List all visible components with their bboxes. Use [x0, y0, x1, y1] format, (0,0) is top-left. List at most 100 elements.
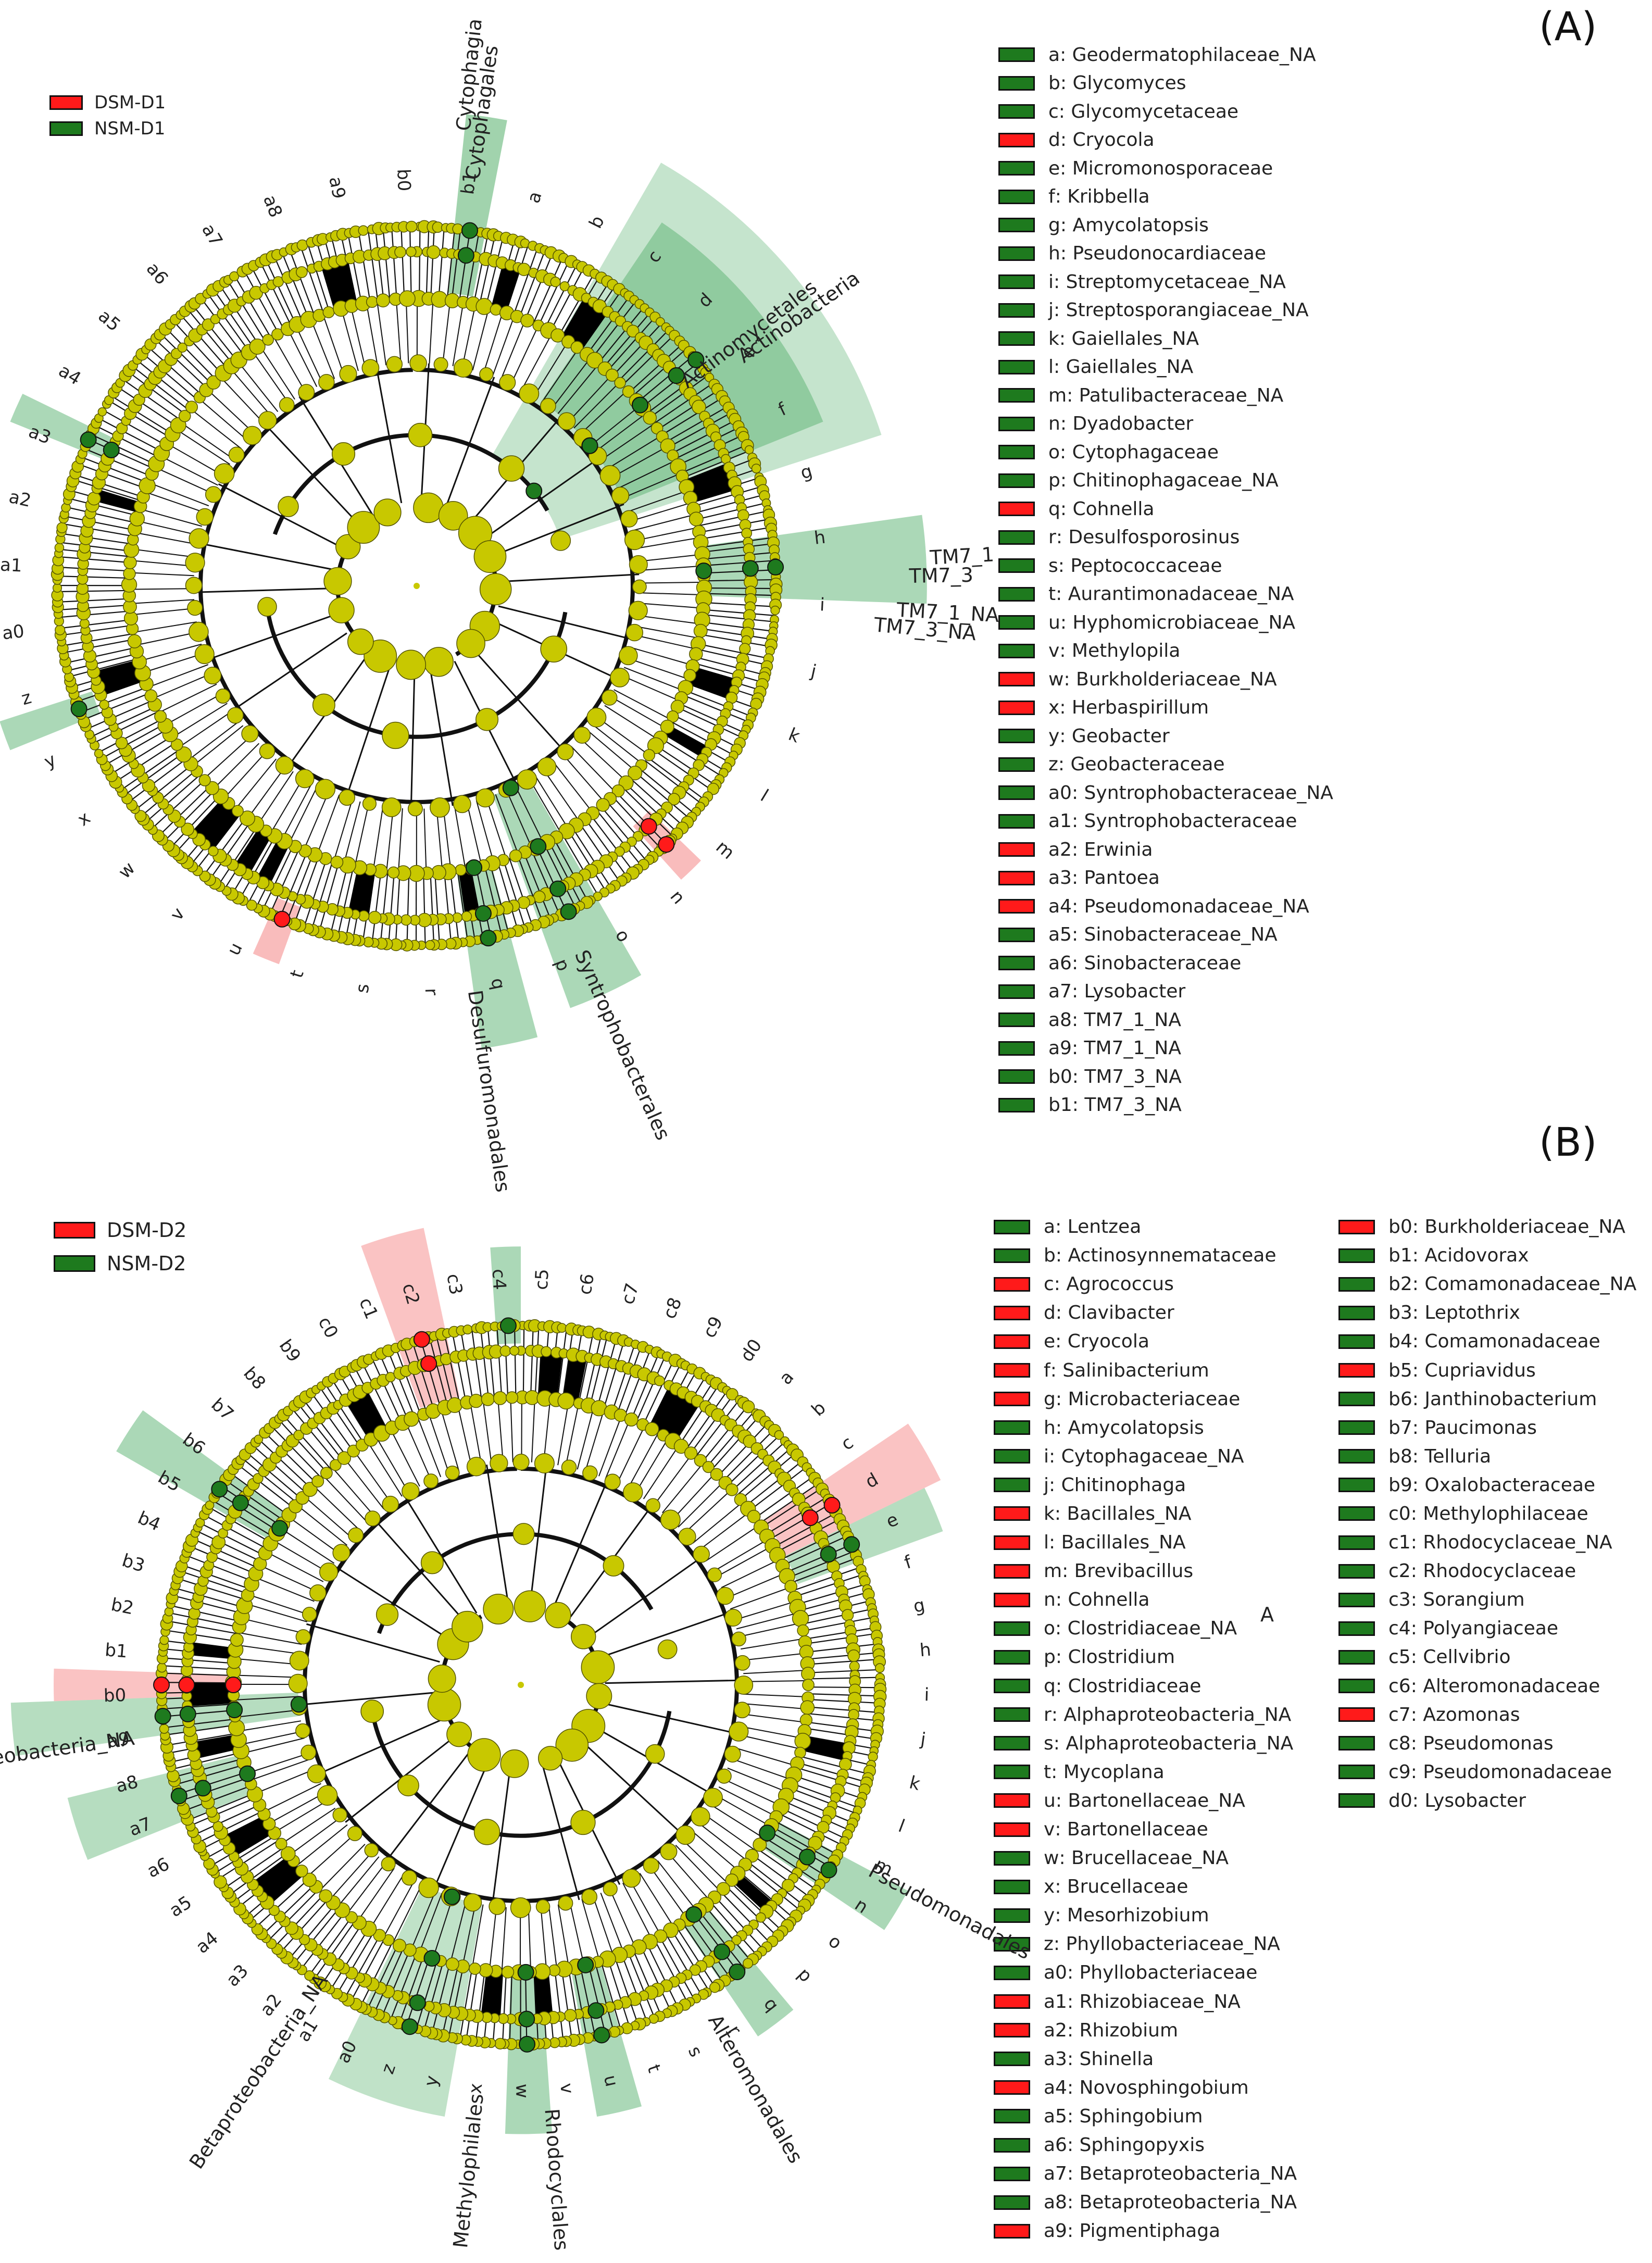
enriched-node: [401, 2018, 418, 2035]
legend-item-a9: a9: Pigmentiphaga: [994, 2217, 1297, 2245]
legend-taxon-name: Chitinophagaceae_NA: [1072, 470, 1279, 492]
clade-letter-label: l: [757, 785, 772, 806]
node: [481, 1392, 495, 1406]
branch: [241, 1618, 305, 1634]
branch: [57, 598, 130, 603]
enriched-node: [502, 779, 519, 796]
legend-taxon-name: Syntrophobacteraceae: [1084, 810, 1297, 832]
legend-swatch: [1338, 1277, 1375, 1292]
node: [456, 629, 485, 658]
branch: [160, 455, 218, 486]
node: [348, 1527, 364, 1543]
node: [483, 1593, 514, 1624]
legend-item-i: i: Streptomycetaceae_NA: [998, 268, 1333, 296]
legend-swatch: [998, 274, 1035, 290]
legend-key: a1: [1044, 1991, 1067, 2012]
enriched-node: [593, 2027, 610, 2044]
branch: [482, 1399, 492, 1465]
clade-letter-label: g: [911, 1595, 927, 1617]
enriched-node: [525, 482, 543, 499]
node: [802, 1679, 815, 1691]
legend-taxon-name: Geodermatophilaceae_NA: [1072, 44, 1316, 66]
legend-separator: :: [1055, 1675, 1068, 1697]
legend-separator: :: [1055, 1216, 1068, 1238]
enriched-node: [695, 562, 712, 580]
enriched-node: [640, 818, 657, 835]
branch: [510, 1397, 514, 1462]
branch: [423, 808, 427, 873]
enriched-node: [843, 1536, 860, 1553]
branch: [743, 1693, 808, 1697]
node: [540, 398, 556, 414]
legend-separator: :: [1056, 583, 1068, 605]
branch: [469, 1402, 482, 1466]
node: [320, 1467, 333, 1480]
branch: [251, 350, 290, 404]
legend-taxon-name: Burkholderiaceae_NA: [1424, 1216, 1625, 1238]
legend-key: a8: [1044, 2192, 1067, 2214]
legend-item-a1: a1: Rhizobiaceae_NA: [994, 1987, 1297, 2016]
node: [154, 710, 167, 723]
legend-key: a3: [1044, 2048, 1067, 2070]
group-legend-label: DSM-D1: [94, 92, 166, 113]
legend-taxon-name: Sphingopyxis: [1079, 2134, 1205, 2156]
branch: [434, 872, 441, 945]
legend-key: y: [1044, 1905, 1055, 1927]
node: [603, 1881, 618, 1896]
branch: [218, 483, 342, 548]
branch: [385, 1751, 470, 1862]
node: [540, 635, 568, 663]
legend-taxon-name: Rhizobiaceae_NA: [1079, 1991, 1241, 2012]
branch: [806, 1643, 878, 1653]
legend-key: z: [1048, 754, 1058, 776]
branch: [500, 573, 640, 583]
cladogram-b: abcdefghijklmnopqrstuvwxyza0a1a2a3a4a5a6…: [0, 1228, 1035, 2251]
legend-swatch: [994, 1506, 1030, 1521]
legend-swatch: [994, 1592, 1030, 1607]
clade-letter-label: a2: [256, 1990, 286, 2020]
legend-taxon-name: Streptosporangiaceae_NA: [1066, 299, 1309, 321]
legend-taxon-name: Mycoplana: [1063, 1761, 1165, 1783]
legend-key: b5: [1388, 1359, 1412, 1381]
enriched-node: [178, 1677, 195, 1693]
legend-taxon-name: Peptococcaceae: [1070, 555, 1222, 577]
enriched-node: [420, 1355, 437, 1372]
branch: [430, 873, 435, 945]
legend-swatch: [998, 785, 1035, 801]
branch: [639, 1873, 675, 1929]
legend-swatch: [994, 2052, 1030, 2067]
clade-letter-label: j: [808, 660, 818, 682]
node: [624, 1412, 639, 1427]
node: [376, 1603, 399, 1626]
node: [509, 849, 522, 862]
node: [454, 358, 473, 378]
legend-separator: :: [1055, 1905, 1067, 1927]
branch: [742, 1653, 807, 1661]
legend-item-j: j: Chitinophaga: [994, 1471, 1297, 1499]
node: [302, 1607, 317, 1622]
legend-item-b2: b2: Comamonadaceae_NA: [1338, 1270, 1636, 1298]
node: [582, 1465, 598, 1481]
legend-separator: :: [1067, 2134, 1080, 2156]
legend-item-b6: b6: Janthinobacterium: [1338, 1385, 1636, 1414]
node: [623, 1482, 643, 1503]
node: [317, 1785, 338, 1806]
legend-item-m: m: Patulibacteraceae_NA: [998, 381, 1333, 410]
enriched-node: [461, 222, 478, 239]
legend-key: d: [1044, 1302, 1056, 1324]
branch: [406, 873, 410, 945]
legend-taxon-name: TM7_1_NA: [1084, 1009, 1181, 1031]
branch: [638, 554, 703, 562]
node: [784, 1580, 797, 1593]
node: [586, 707, 607, 728]
group-legend-b: DSM-D2 NSM-D2: [54, 1214, 186, 1280]
branch: [59, 548, 131, 557]
branch: [798, 1592, 868, 1611]
branch: [281, 782, 313, 840]
node: [509, 1345, 520, 1356]
branch: [791, 1782, 859, 1808]
branch: [316, 1718, 444, 1776]
legend-separator: :: [1071, 924, 1084, 946]
legend-item-a0: a0: Phyllobacteriaceae: [994, 1958, 1297, 1987]
branch: [358, 231, 371, 303]
